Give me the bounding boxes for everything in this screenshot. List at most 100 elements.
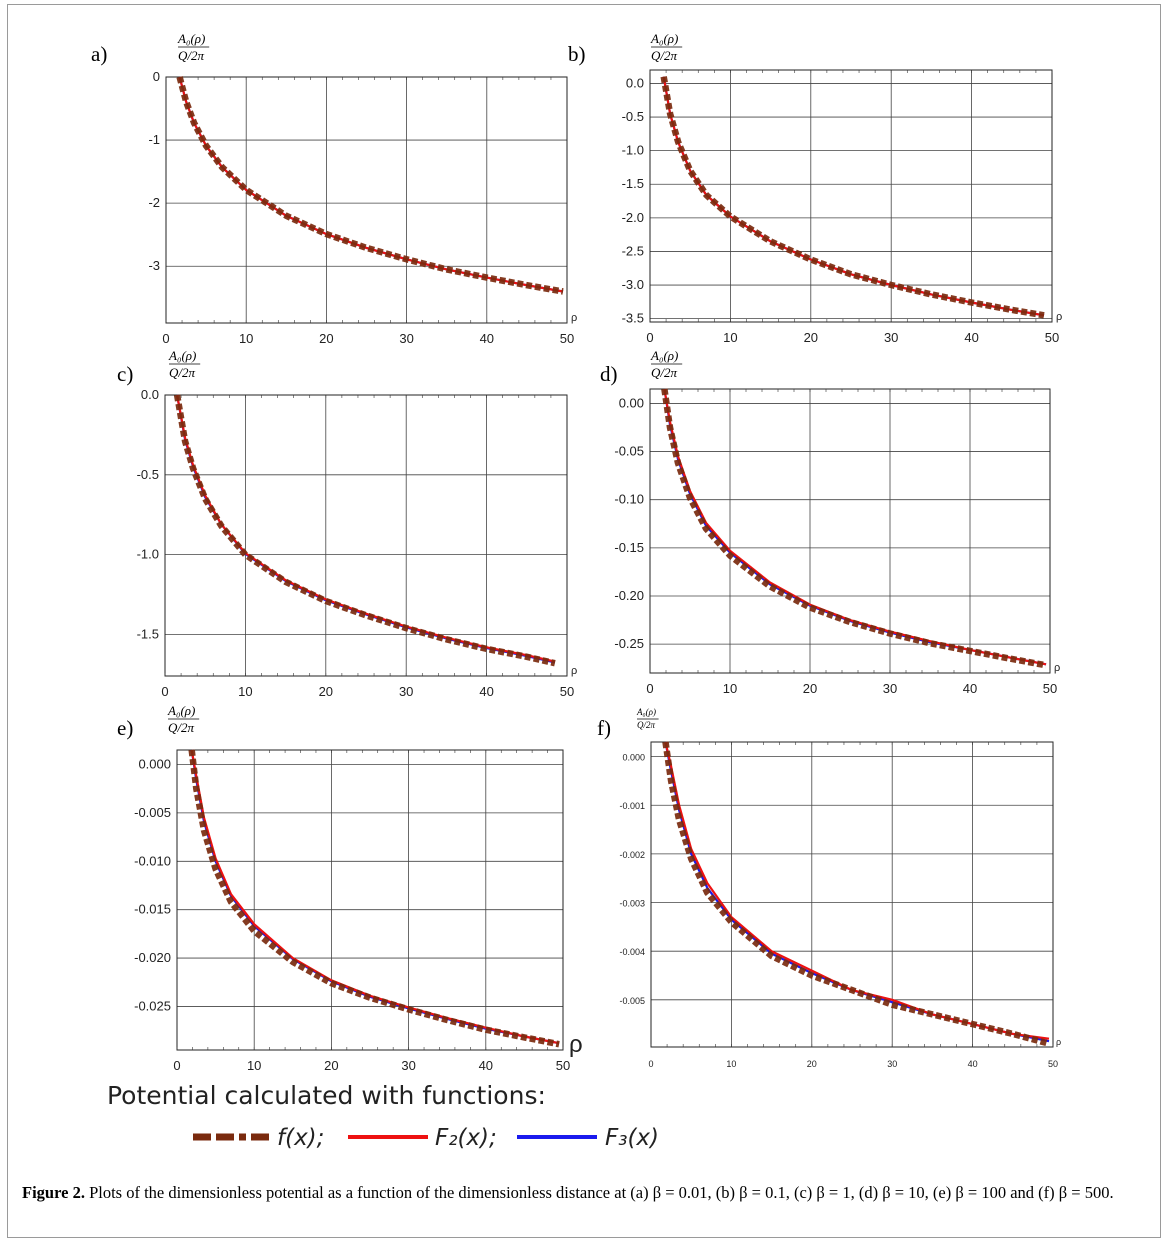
x-tick-label: 0: [161, 684, 168, 699]
y-tick-label: -0.020: [134, 950, 171, 965]
minor-ticks: [165, 77, 568, 323]
series-line-f: [188, 749, 560, 1048]
x-axis-label: ρ: [1054, 662, 1060, 674]
y-axis-label-numerator: A₀(ρ): [636, 707, 656, 717]
x-tick-label: 30: [399, 331, 413, 346]
chart-panel-6: f) A₀(ρ) Q/2π 0 10 20 30 40 50 0.000 -0.001 -0.002 -…: [597, 707, 1061, 1069]
chart-panel-4: d) A₀(ρ) Q/2π 0 10 20 30 40 50 0.00 -0.05 -0.10 -0.1…: [600, 348, 1060, 696]
y-tick-label: -2: [148, 195, 160, 210]
y-tick-label: -0.15: [614, 540, 644, 555]
caption-lead: Figure 2.: [22, 1183, 85, 1202]
chart-panel-2: b) A₀(ρ) Q/2π 0 10 20 30 40 50 0.0 -0.5 -1.0 -1.5 -2.…: [568, 31, 1062, 345]
y-tick-label: 0.000: [138, 757, 171, 772]
chart-panel-3: c) A₀(ρ) Q/2π 0 10 20 30 40 50 0.0 -0.5 -1.0 -1.5 ρ: [117, 348, 577, 699]
chart-panel-1: a) A₀(ρ) Q/2π 0 10 20 30 40 50 0 -1 -2 -3 ρ: [91, 31, 577, 346]
grid: [650, 389, 1050, 673]
y-tick-label: -3.5: [622, 311, 644, 326]
x-tick-label: 10: [726, 1059, 736, 1069]
y-axis-label: A₀(ρ) Q/2π: [168, 348, 201, 380]
series-line-F3: [176, 394, 556, 664]
x-tick-label: 0: [646, 681, 653, 696]
x-tick-label: 30: [884, 330, 898, 345]
y-axis-label-denominator: Q/2π: [178, 48, 205, 63]
y-axis-label: A₀(ρ) Q/2π: [177, 31, 210, 63]
x-tick-label: 0: [648, 1059, 653, 1069]
y-tick-label: -2.5: [622, 243, 644, 258]
panels: a) A₀(ρ) Q/2π 0 10 20 30 40 50 0 -1 -2 -3 ρ b) A₀(ρ) Q/2…: [91, 31, 1062, 1073]
series-group: [176, 76, 564, 295]
legend-label-f2: F₂(x);: [435, 1125, 497, 1151]
series-line-F3: [664, 741, 1050, 1043]
x-tick-label: 10: [238, 684, 252, 699]
y-tick-label: -3.0: [622, 277, 644, 292]
y-axis-label-denominator: Q/2π: [651, 48, 678, 63]
y-axis-label-numerator: A₀(ρ): [168, 348, 196, 363]
x-tick-label: 10: [239, 331, 253, 346]
y-axis-label: A₀(ρ) Q/2π: [650, 348, 683, 380]
series-line-F2: [662, 76, 1045, 317]
series-line-F3: [662, 76, 1045, 317]
y-tick-label: 0.00: [619, 395, 644, 410]
series-group: [662, 741, 1050, 1047]
x-axis-label: ρ: [1056, 1037, 1061, 1047]
x-tick-label: 20: [807, 1059, 817, 1069]
series-group: [660, 76, 1045, 319]
y-tick-label: -0.010: [134, 853, 171, 868]
x-tick-label: 20: [319, 331, 333, 346]
x-tick-label: 50: [1048, 1059, 1058, 1069]
panel-label: f): [597, 716, 611, 740]
series-line-f: [660, 76, 1045, 319]
series-line-F2: [178, 76, 564, 293]
series-line-f: [173, 394, 556, 667]
legend-title: Potential calculated with functions:: [107, 1081, 546, 1110]
x-tick-label: 0: [162, 331, 169, 346]
y-tick-label: 0: [153, 69, 160, 84]
y-tick-label: -1: [148, 132, 160, 147]
y-tick-label: -0.005: [134, 805, 171, 820]
x-tick-label: 20: [319, 684, 333, 699]
series-line-f: [176, 76, 564, 295]
x-tick-label: 50: [1043, 681, 1057, 696]
x-axis-label: ρ: [1056, 311, 1062, 323]
y-tick-label: -0.10: [614, 492, 644, 507]
y-axis-label-numerator: A₀(ρ): [167, 703, 195, 718]
panel-label: b): [568, 42, 586, 66]
y-tick-label: -0.001: [619, 801, 645, 811]
x-axis-label: ρ: [571, 312, 577, 324]
series-line-f: [661, 388, 1047, 669]
x-tick-label: 50: [556, 1058, 570, 1073]
y-axis-label: A₀(ρ) Q/2π: [650, 31, 683, 63]
y-axis-label-numerator: A₀(ρ): [177, 31, 205, 46]
panel-label: d): [600, 362, 618, 386]
y-tick-label: -0.004: [619, 947, 645, 957]
y-tick-label: 0.000: [622, 753, 645, 763]
y-axis-label-denominator: Q/2π: [168, 720, 195, 735]
x-tick-label: 40: [964, 330, 978, 345]
y-tick-label: -0.25: [614, 636, 644, 651]
y-tick-label: -0.025: [134, 998, 171, 1013]
panel-label: c): [117, 362, 133, 386]
x-tick-label: 20: [804, 330, 818, 345]
minor-ticks: [649, 389, 1051, 673]
y-axis-label-numerator: A₀(ρ): [650, 31, 678, 46]
y-tick-label: -0.015: [134, 902, 171, 917]
y-tick-label: -1.5: [137, 626, 159, 641]
y-tick-label: -0.002: [619, 850, 645, 860]
legend: Potential calculated with functions: f(x…: [107, 1081, 659, 1151]
y-tick-label: 0.0: [626, 75, 644, 90]
y-axis-label: A₀(ρ) Q/2π: [636, 707, 659, 730]
y-tick-label: -1.0: [137, 547, 159, 562]
y-tick-label: -3: [148, 258, 160, 273]
x-tick-label: 30: [399, 684, 413, 699]
plot-frame: [176, 749, 564, 1051]
legend-entry-f: f(x);: [193, 1125, 324, 1151]
x-tick-label: 50: [560, 684, 574, 699]
legend-label-f3: F₃(x): [605, 1125, 659, 1151]
plot-frame: [649, 69, 1053, 323]
plot-frame: [165, 76, 568, 324]
series-line-F3: [178, 76, 564, 293]
y-tick-label: -0.003: [619, 899, 645, 909]
x-tick-label: 40: [963, 681, 977, 696]
y-tick-label: -1.5: [622, 176, 644, 191]
plot-frame: [649, 388, 1051, 674]
